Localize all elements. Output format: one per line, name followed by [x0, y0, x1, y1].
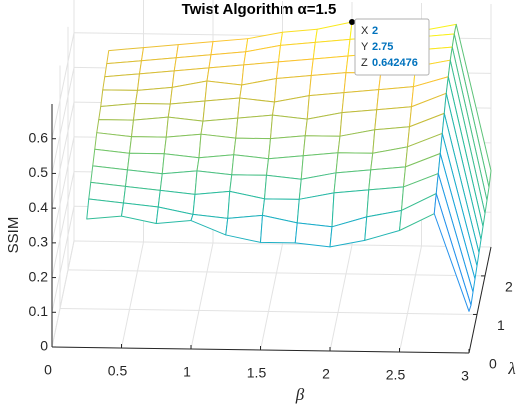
z-tick-label: 0.4 — [29, 199, 49, 215]
z-tick-label: 0.1 — [29, 303, 49, 319]
mesh-cell — [294, 222, 333, 248]
grid-line — [67, 269, 486, 277]
mesh-cell — [235, 114, 273, 140]
mesh-cell — [192, 190, 231, 219]
grid-line — [73, 240, 492, 248]
grid-line — [51, 240, 75, 348]
mesh-cell — [268, 135, 306, 160]
grid-line — [190, 242, 214, 350]
grid-line — [51, 171, 75, 278]
x-tick-label: 0 — [44, 362, 52, 378]
mesh-cell — [194, 170, 233, 195]
mesh-cell — [270, 114, 308, 140]
y-tick-label: 0 — [489, 356, 497, 372]
mesh-cell — [333, 169, 372, 194]
mesh-cell — [368, 166, 406, 191]
datatip-marker — [349, 18, 355, 25]
mesh-cell — [308, 72, 347, 97]
mesh-cell — [376, 86, 414, 111]
mesh-cell — [198, 133, 237, 159]
y-tick-label: 2 — [505, 279, 513, 295]
grid-line — [260, 243, 283, 351]
x-tick-label: 1 — [183, 364, 191, 380]
z-tick-label: 0.6 — [29, 129, 49, 145]
x-tick-label: 2.5 — [386, 367, 406, 383]
chart-title: Twist Algorithm α=1.5 — [182, 1, 337, 18]
datatip-value: 2.75 — [372, 41, 393, 53]
datatip-label: Z — [361, 57, 368, 69]
mesh-cell — [433, 193, 472, 312]
grid-line — [51, 136, 75, 243]
z-tick-label: 0.3 — [29, 234, 49, 250]
x-tick-label: 3 — [461, 368, 469, 384]
y-axis — [468, 246, 492, 354]
grid-line — [51, 102, 75, 209]
mesh-cell — [341, 89, 380, 114]
z-tick-label: 0.5 — [29, 164, 49, 180]
datatip-label: X — [361, 25, 369, 37]
mesh-cell — [264, 174, 302, 200]
grid-line — [329, 244, 353, 352]
x-tick-label: 1.5 — [247, 365, 267, 381]
y-axis-label: λ — [507, 359, 515, 378]
mesh-cell — [102, 73, 140, 91]
mesh — [86, 21, 492, 312]
z-tick-label: 0 — [40, 338, 48, 354]
mesh-cell — [131, 116, 169, 138]
mesh-cell — [86, 198, 124, 220]
y-tick-label: 1 — [497, 317, 505, 333]
mesh-cell — [98, 103, 136, 121]
mesh-cell — [202, 97, 241, 122]
z-axis-label: SSIM — [5, 217, 22, 254]
x-tick-label: 2 — [322, 366, 330, 382]
mesh-cell — [135, 86, 173, 105]
datatip-box — [354, 18, 430, 76]
grid-line — [121, 241, 144, 349]
x-tick-label: 0.5 — [108, 363, 128, 379]
z-tick-label: 0.2 — [29, 268, 49, 284]
grid-line — [59, 307, 478, 315]
grid-line — [51, 206, 75, 313]
mesh-cell — [231, 154, 269, 176]
datatip-value: 2 — [372, 25, 378, 37]
grid-line — [51, 32, 75, 139]
grid-line — [51, 67, 75, 174]
mesh-cell — [129, 136, 167, 155]
x-axis-label: β — [295, 385, 305, 404]
grid-line — [399, 245, 422, 353]
datatip-value: 0.642476 — [372, 57, 418, 69]
datatip-label: Y — [361, 41, 369, 53]
mesh-cell — [374, 106, 412, 131]
